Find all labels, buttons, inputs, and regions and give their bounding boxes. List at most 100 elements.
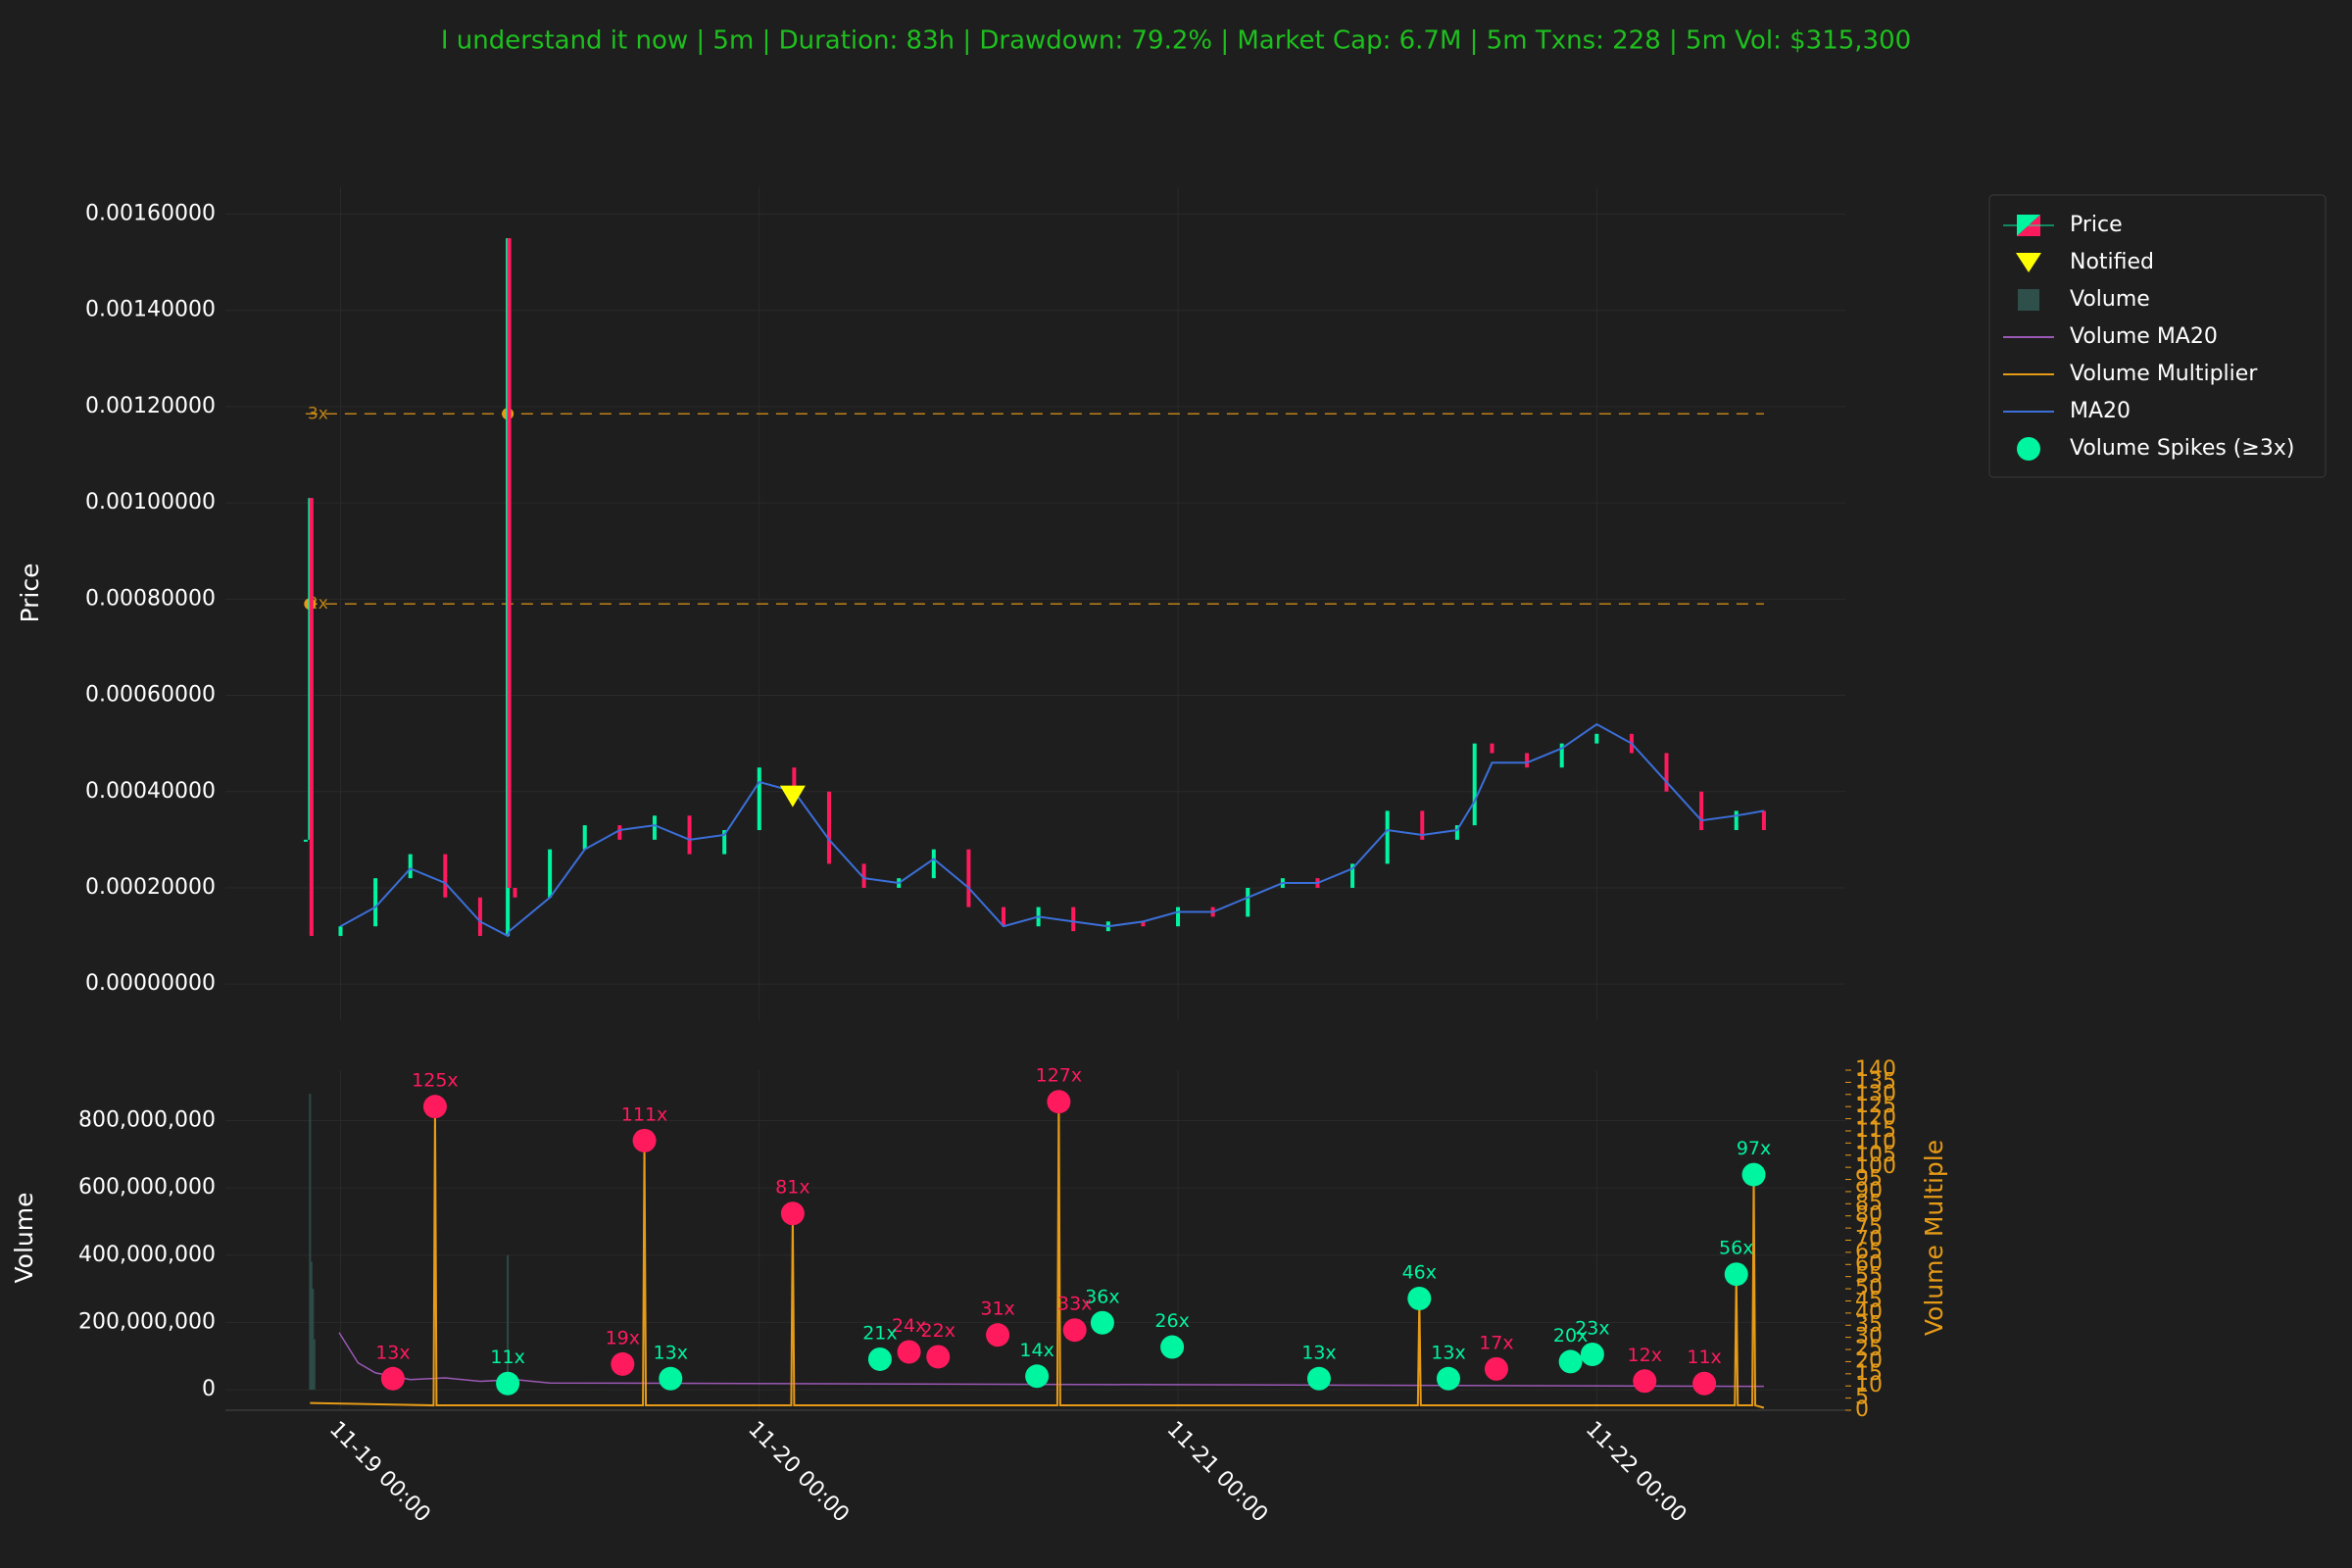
legend-icon bbox=[2016, 253, 2041, 272]
price-candle bbox=[548, 849, 553, 898]
y-tick-label: 0.00000000 bbox=[85, 971, 216, 996]
y2-tick-label: 95 bbox=[1855, 1167, 1883, 1192]
price-candle bbox=[757, 767, 761, 831]
price-candle bbox=[1734, 810, 1739, 831]
price-candle bbox=[1420, 810, 1425, 840]
y2-tick-label: 80 bbox=[1855, 1203, 1883, 1228]
spike-label: 23x bbox=[1575, 1317, 1609, 1339]
volume-spike bbox=[1025, 1364, 1050, 1389]
y2-tick-label: 45 bbox=[1855, 1288, 1883, 1312]
price-candle bbox=[1141, 921, 1146, 927]
volume-spike bbox=[926, 1345, 951, 1369]
spike-label: 81x bbox=[775, 1177, 809, 1199]
legend-label: Volume Multiplier bbox=[2070, 362, 2258, 386]
y-tick-label: 200,000,000 bbox=[78, 1309, 216, 1334]
spike-label: 36x bbox=[1085, 1286, 1119, 1307]
spike-label: 56x bbox=[1719, 1238, 1753, 1259]
price-candle bbox=[1699, 791, 1704, 831]
spike-label: 17x bbox=[1479, 1332, 1513, 1353]
legend-label: Volume Spikes (≥3x) bbox=[2070, 436, 2294, 461]
y-tick-label: 600,000,000 bbox=[78, 1175, 216, 1200]
y-tick-label: 0.00120000 bbox=[85, 394, 216, 418]
volume-spike bbox=[1436, 1366, 1460, 1391]
spike-label: 14x bbox=[1019, 1340, 1054, 1361]
spike-label: 13x bbox=[1301, 1342, 1336, 1363]
price-candle bbox=[1472, 743, 1477, 826]
volume-spike bbox=[1724, 1262, 1748, 1287]
y2-tick-label: 55 bbox=[1855, 1264, 1883, 1289]
spike-label: 46x bbox=[1402, 1261, 1437, 1283]
y-tick-label: 0.00160000 bbox=[85, 201, 216, 225]
y2-tick-label: 75 bbox=[1855, 1215, 1883, 1240]
spike-label: 13x bbox=[1431, 1342, 1465, 1363]
price-candle bbox=[1525, 753, 1530, 768]
price-candle bbox=[1176, 906, 1181, 927]
y-axis-title: Price bbox=[16, 564, 44, 623]
y2-axis-title: Volume Multiple bbox=[1920, 1140, 1948, 1336]
y2-tick-label: 50 bbox=[1855, 1276, 1883, 1300]
price-candle bbox=[861, 863, 866, 888]
price-candle bbox=[826, 791, 831, 864]
spike-label: 12x bbox=[1628, 1345, 1662, 1366]
legend-icon bbox=[2018, 289, 2039, 311]
y2-tick-label: 15 bbox=[1855, 1361, 1883, 1386]
volume-spike bbox=[1558, 1349, 1583, 1374]
ma-line bbox=[340, 722, 1765, 938]
volume-spike bbox=[1741, 1162, 1766, 1187]
y2-tick-label: 0 bbox=[1855, 1397, 1869, 1422]
price-candle bbox=[792, 767, 797, 792]
volume-bar bbox=[310, 1261, 313, 1391]
spike-label: 26x bbox=[1154, 1310, 1189, 1332]
volume-spike bbox=[422, 1095, 447, 1119]
y-tick-label: 0.00040000 bbox=[85, 779, 216, 804]
y-tick-label: 800,000,000 bbox=[78, 1107, 216, 1132]
price-candle bbox=[1559, 743, 1564, 768]
price-candle bbox=[507, 238, 512, 888]
price-candle bbox=[1385, 810, 1390, 864]
legend-label: Price bbox=[2070, 213, 2123, 237]
price-candle bbox=[966, 849, 971, 907]
legend-icon bbox=[2017, 437, 2040, 461]
spike-label: 31x bbox=[980, 1298, 1014, 1320]
y2-tick-label: 105 bbox=[1855, 1143, 1896, 1167]
y-tick-label: 400,000,000 bbox=[78, 1243, 216, 1267]
y2-tick-label: 20 bbox=[1855, 1348, 1883, 1373]
level-label: 3x bbox=[308, 404, 328, 423]
price-candle bbox=[687, 815, 692, 855]
legend-label: Notified bbox=[2070, 250, 2154, 274]
y2-tick-label: 5 bbox=[1855, 1386, 1869, 1410]
y2-tick-label: 110 bbox=[1855, 1130, 1896, 1154]
volume-spike bbox=[1580, 1342, 1604, 1366]
price-candle bbox=[1490, 743, 1494, 754]
volume-spike bbox=[1407, 1286, 1432, 1310]
volume-spike bbox=[1160, 1335, 1185, 1359]
y2-tick-label: 85 bbox=[1855, 1191, 1883, 1215]
price-candle bbox=[513, 887, 517, 898]
volume-spike bbox=[611, 1351, 635, 1376]
y2-tick-label: 25 bbox=[1855, 1337, 1883, 1361]
volume-spike bbox=[1090, 1310, 1114, 1335]
y-tick-label: 0.00140000 bbox=[85, 298, 216, 322]
price-candle bbox=[338, 926, 343, 937]
chart-title: I understand it now | 5m | Duration: 83h… bbox=[441, 26, 1911, 56]
legend-label: Volume MA20 bbox=[2070, 324, 2218, 349]
y2-tick-label: 10 bbox=[1855, 1373, 1883, 1397]
y-axis-title: Volume bbox=[10, 1193, 38, 1284]
legend-box bbox=[1988, 194, 2327, 478]
volume-spike bbox=[1062, 1318, 1087, 1343]
volume-ma-line bbox=[338, 1332, 1764, 1388]
spike-label: 19x bbox=[606, 1327, 640, 1348]
y2-tick-label: 115 bbox=[1855, 1118, 1896, 1143]
price-candle bbox=[303, 839, 308, 842]
y2-tick-label: 130 bbox=[1855, 1082, 1896, 1106]
price-candle bbox=[1002, 906, 1006, 927]
y-tick-label: 0.00060000 bbox=[85, 683, 216, 708]
spike-label: 22x bbox=[921, 1320, 956, 1342]
price-candle bbox=[1454, 825, 1459, 840]
y-tick-label: 0.00020000 bbox=[85, 875, 216, 900]
volume-spike bbox=[897, 1340, 921, 1364]
spike-label: 125x bbox=[412, 1070, 459, 1092]
y-tick-label: 0.00080000 bbox=[85, 586, 216, 611]
y-tick-label: 0 bbox=[202, 1377, 216, 1401]
spike-label: 21x bbox=[862, 1322, 897, 1344]
